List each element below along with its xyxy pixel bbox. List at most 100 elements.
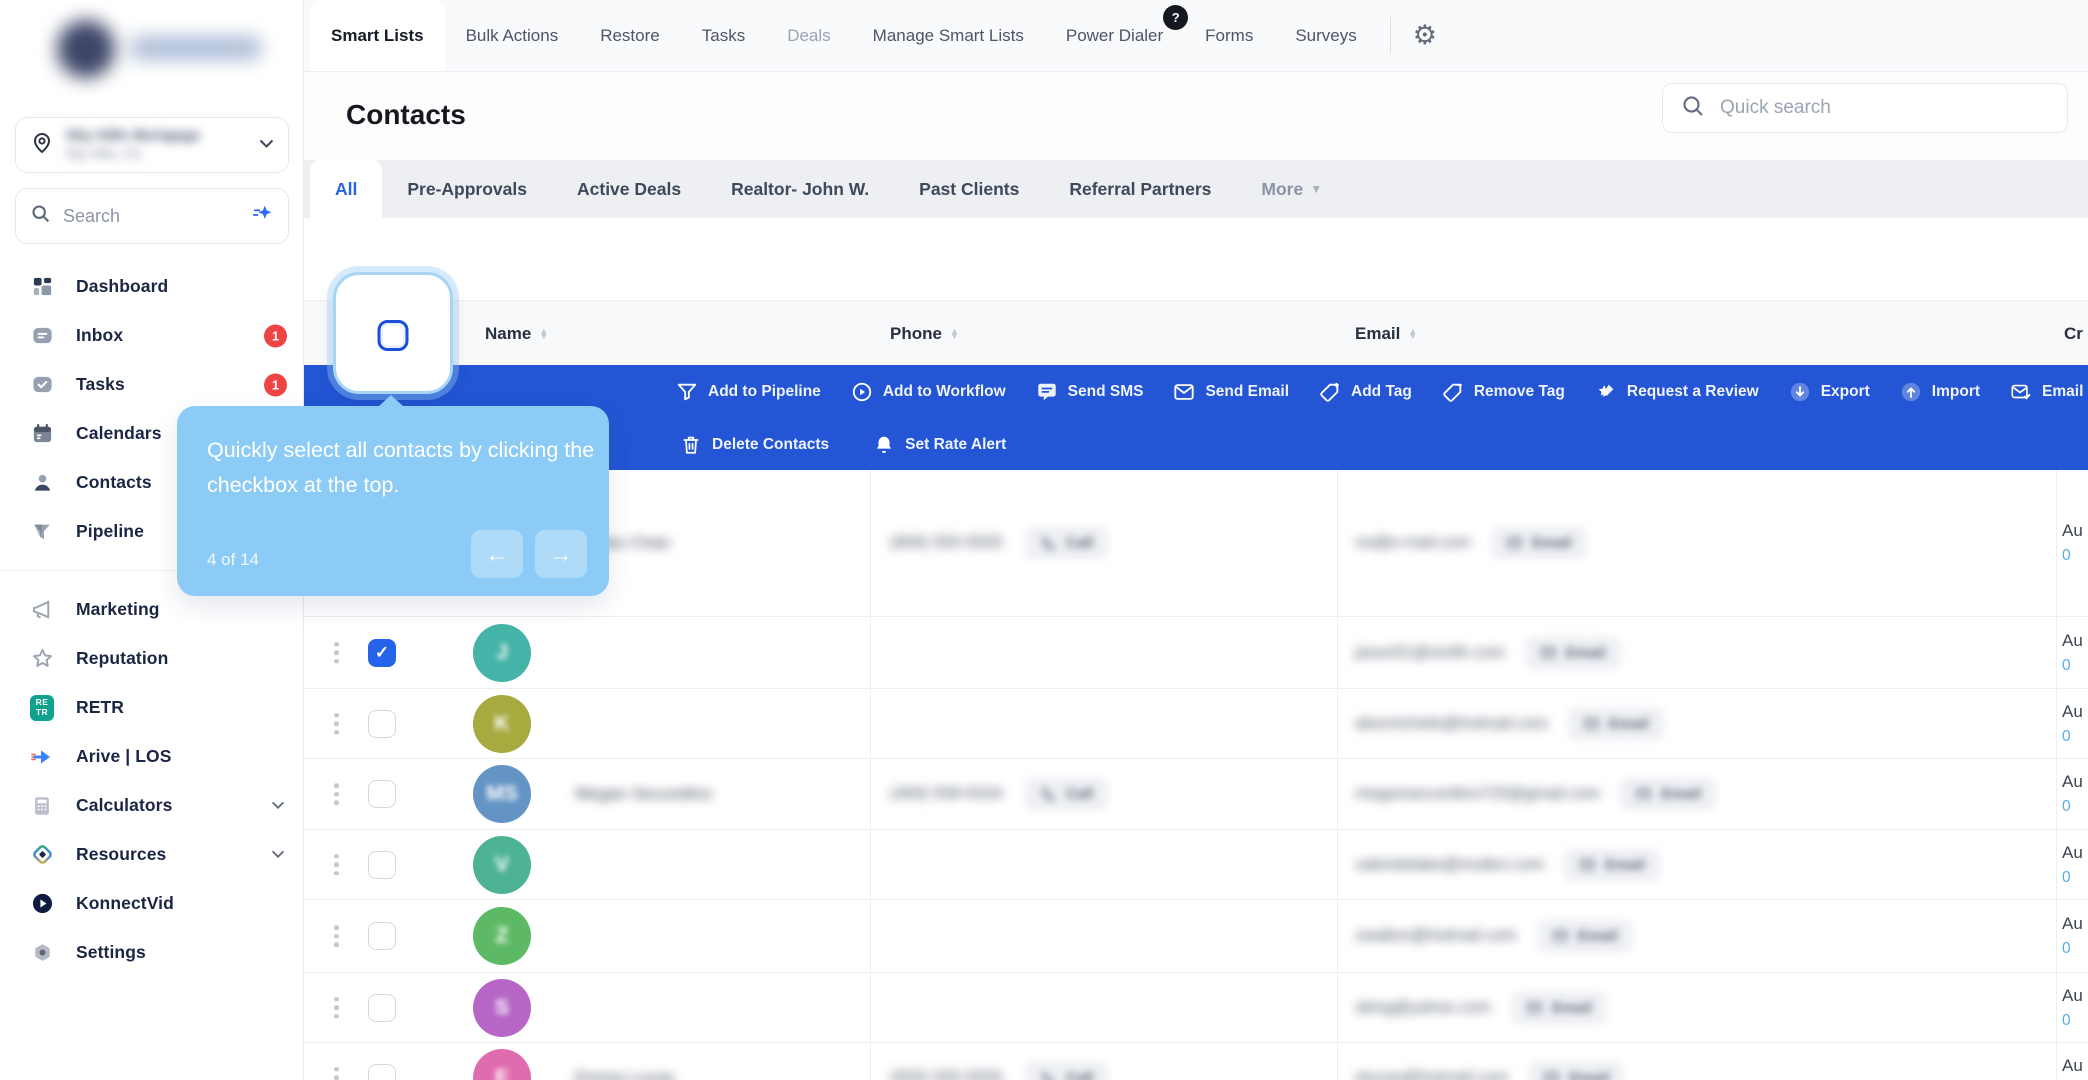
row-menu-icon[interactable]: [328, 707, 345, 741]
email-button[interactable]: Email: [1620, 777, 1717, 811]
smartlist-tab-referral-partners[interactable]: Referral Partners: [1069, 178, 1212, 199]
sidebar-item-settings[interactable]: Settings: [0, 928, 303, 977]
count-link[interactable]: 0: [2062, 868, 2071, 886]
row-menu-icon[interactable]: [328, 848, 345, 882]
help-badge[interactable]: ?: [1163, 5, 1189, 30]
email-button[interactable]: Email: [1564, 848, 1661, 881]
sidebar-item-reputation[interactable]: Reputation: [0, 634, 303, 683]
count-link[interactable]: 0: [2062, 547, 2071, 564]
call-button[interactable]: Call: [1024, 777, 1109, 811]
location-switcher[interactable]: Sky Hills Mortgage Sky Hills, CA: [15, 117, 289, 173]
column-header-name[interactable]: Name ▲ ▼: [485, 323, 549, 343]
count-link[interactable]: 0: [2062, 798, 2071, 815]
sidebar-item-konnectvid[interactable]: KonnectVid: [0, 879, 303, 928]
email-button[interactable]: Email: [1528, 1061, 1625, 1080]
column-header-email[interactable]: Email ▲ ▼: [1355, 323, 1418, 343]
tooltip-prev-button[interactable]: ←: [471, 530, 523, 578]
tasks-icon: [30, 373, 54, 397]
row-menu-icon[interactable]: [328, 991, 345, 1025]
request-review-button[interactable]: Request a Review: [1595, 381, 1759, 403]
call-button[interactable]: Call: [1024, 526, 1109, 560]
gear-icon: [30, 941, 54, 965]
email-button[interactable]: Email: [1490, 526, 1587, 560]
email-button[interactable]: Email: [1510, 991, 1608, 1024]
sidebar-item-contacts[interactable]: Contacts: [0, 458, 303, 507]
nav-tab-surveys[interactable]: Surveys: [1295, 25, 1357, 45]
smartlist-tab-pre-approvals[interactable]: Pre-Approvals: [407, 178, 527, 199]
nav-tab-deals[interactable]: Deals: [787, 25, 831, 45]
sidebar-item-resources[interactable]: Resources: [0, 830, 303, 879]
nav-tab-forms[interactable]: Forms: [1205, 25, 1254, 45]
nav-tab-restore[interactable]: Restore: [600, 25, 660, 45]
sidebar-item-marketing[interactable]: Marketing: [0, 585, 303, 634]
created-date: Au: [2062, 1055, 2083, 1075]
row-menu-icon[interactable]: [328, 777, 345, 811]
count-link[interactable]: 0: [2062, 656, 2071, 674]
sidebar-item-dashboard[interactable]: Dashboard: [0, 262, 303, 311]
smartlist-more-dropdown[interactable]: More ▼: [1261, 178, 1323, 199]
row-menu-icon[interactable]: [328, 636, 345, 670]
smartlist-tab-past-clients[interactable]: Past Clients: [919, 178, 1020, 199]
email-verification-button[interactable]: Email Verification: [2010, 381, 2088, 403]
calculator-icon: [30, 794, 54, 818]
workflow-play-icon: [852, 382, 871, 401]
export-button[interactable]: Export: [1789, 381, 1870, 403]
nav-tab-manage-smart-lists[interactable]: Manage Smart Lists: [872, 25, 1024, 45]
remove-tag-button[interactable]: Remove Tag: [1442, 381, 1565, 403]
import-button[interactable]: Import: [1900, 381, 1980, 403]
email-button[interactable]: Email: [1524, 636, 1621, 669]
row-checkbox[interactable]: [368, 1063, 396, 1080]
sidebar-item-tasks[interactable]: Tasks 1: [0, 360, 303, 409]
smartlist-tab-realtor-john-w[interactable]: Realtor- John W.: [731, 178, 870, 199]
funnel-icon: [677, 383, 697, 400]
email-button[interactable]: Email: [1536, 919, 1633, 953]
row-checkbox[interactable]: [368, 993, 396, 1022]
count-link[interactable]: 0: [2062, 940, 2071, 957]
add-tag-button[interactable]: Add Tag: [1319, 381, 1412, 403]
add-to-pipeline-button[interactable]: Add to Pipeline: [676, 381, 821, 403]
row-checkbox-checked[interactable]: ✓: [368, 638, 396, 667]
send-sms-button[interactable]: Send SMS: [1036, 381, 1143, 403]
column-header-phone[interactable]: Phone ▲ ▼: [890, 323, 959, 343]
smartlist-tab-active-deals[interactable]: Active Deals: [577, 178, 682, 199]
sidebar-search-input[interactable]: [63, 205, 240, 227]
sidebar-item-retr[interactable]: RE TR RETR: [0, 683, 303, 732]
row-menu-icon[interactable]: [328, 1061, 345, 1080]
row-checkbox[interactable]: [368, 780, 396, 808]
nav-tab-bulk-actions[interactable]: Bulk Actions: [465, 25, 559, 45]
select-all-checkbox[interactable]: [377, 320, 409, 351]
import-up-icon: [1901, 382, 1920, 401]
count-link[interactable]: 0: [2062, 727, 2071, 745]
sidebar-item-calendars[interactable]: Calendars: [0, 409, 303, 458]
row-checkbox[interactable]: [368, 850, 396, 879]
sidebar-search[interactable]: [15, 188, 289, 244]
email-button[interactable]: Email: [1567, 707, 1664, 740]
sidebar-item-arive-los[interactable]: Arive | LOS: [0, 732, 303, 781]
sidebar-item-pipeline[interactable]: Pipeline: [0, 507, 303, 556]
quick-search-input[interactable]: [1720, 97, 2049, 119]
add-to-workflow-button[interactable]: Add to Workflow: [851, 381, 1006, 403]
sidebar-item-calculators[interactable]: Calculators: [0, 781, 303, 830]
column-header-created[interactable]: Cr: [2064, 323, 2083, 343]
nav-tab-tasks[interactable]: Tasks: [701, 25, 746, 45]
nav-tab-power-dialer[interactable]: Power Dialer ?: [1045, 0, 1189, 71]
row-checkbox[interactable]: [368, 922, 396, 950]
contact-email: zwalton@hotmail.com: [1355, 926, 1517, 945]
smartlist-tab-all[interactable]: All: [310, 160, 383, 218]
row-checkbox[interactable]: [368, 709, 396, 738]
call-button[interactable]: Call: [1024, 1061, 1109, 1080]
quick-search[interactable]: [1662, 83, 2068, 133]
sidebar-item-inbox[interactable]: Inbox 1: [0, 311, 303, 360]
delete-contacts-button[interactable]: Delete Contacts: [680, 434, 829, 456]
sort-icon: ▲ ▼: [1408, 325, 1418, 341]
export-down-icon: [1790, 382, 1809, 401]
set-rate-alert-button[interactable]: Set Rate Alert: [873, 434, 1006, 456]
tooltip-next-button[interactable]: →: [535, 530, 587, 578]
send-email-button[interactable]: Send Email: [1173, 381, 1289, 403]
row-menu-icon[interactable]: [328, 919, 345, 953]
count-link[interactable]: 0: [2062, 1011, 2071, 1029]
sort-icon: ▲ ▼: [949, 325, 959, 341]
settings-gear-icon[interactable]: ⚙: [1412, 20, 1437, 50]
ai-sparkle-icon[interactable]: [252, 203, 274, 230]
nav-tab-smart-lists[interactable]: Smart Lists: [310, 0, 445, 71]
